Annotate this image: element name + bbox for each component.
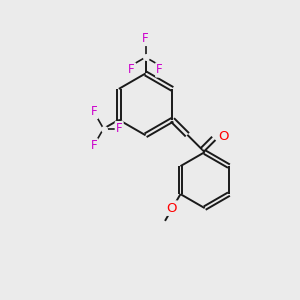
Text: F: F xyxy=(156,63,163,76)
Text: F: F xyxy=(128,63,135,76)
Text: F: F xyxy=(116,122,122,135)
Text: F: F xyxy=(91,105,97,118)
Text: F: F xyxy=(91,140,97,152)
Text: F: F xyxy=(142,32,149,45)
Text: O: O xyxy=(167,202,177,214)
Text: O: O xyxy=(218,130,229,143)
